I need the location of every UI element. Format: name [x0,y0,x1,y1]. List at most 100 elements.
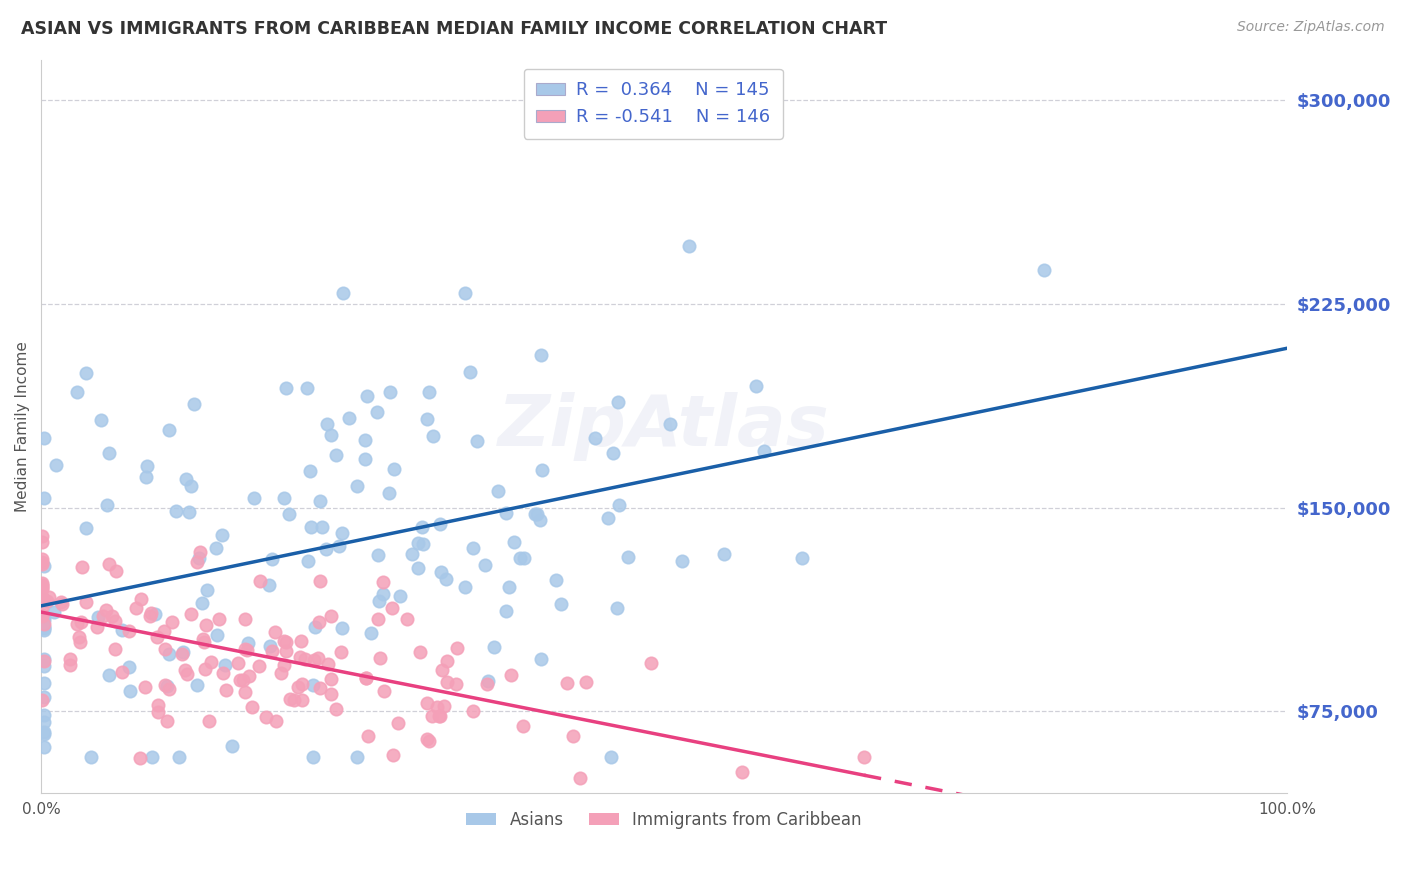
Point [353,433,375,447]
Point [75,521,97,535]
Point [32,621,55,635]
Point [529,348,551,362]
Point [157,647,180,661]
Point [283,692,305,706]
Point [315,417,337,431]
Point [406,536,429,550]
Point [307,651,329,665]
Point [75,366,97,380]
Text: Source: ZipAtlas.com: Source: ZipAtlas.com [1237,20,1385,34]
Point [157,681,180,696]
Point [600,750,623,764]
Point [194,662,217,676]
Point [31,557,53,571]
Point [302,750,325,764]
Point [278,508,301,522]
Point [233,611,256,625]
Point [332,286,354,301]
Point [378,485,401,500]
Point [221,739,243,753]
Point [146,630,169,644]
Point [51,597,73,611]
Point [212,665,235,680]
Point [186,678,208,692]
Point [512,550,534,565]
Point [291,693,314,707]
Point [330,621,353,635]
Point [249,574,271,589]
Point [325,702,347,716]
Point [550,597,572,611]
Point [32,613,55,627]
Point [125,600,148,615]
Point [671,554,693,568]
Point [32,616,55,631]
Point [177,506,200,520]
Point [42,605,65,619]
Point [146,698,169,712]
Point [446,640,468,655]
Point [477,673,499,688]
Point [415,731,437,746]
Point [418,385,440,400]
Point [157,423,180,437]
Point [183,397,205,411]
Point [429,709,451,723]
Point [356,671,378,685]
Point [31,535,53,549]
Point [530,652,553,666]
Point [790,550,813,565]
Point [301,678,323,692]
Point [155,678,177,692]
Point [461,704,484,718]
Point [69,635,91,649]
Point [37,594,59,608]
Point [290,634,312,648]
Point [575,675,598,690]
Point [75,595,97,609]
Point [321,687,343,701]
Point [32,675,55,690]
Point [152,624,174,638]
Point [32,610,55,624]
Point [242,491,264,506]
Point [498,580,520,594]
Point [32,707,55,722]
Point [105,564,128,578]
Point [388,590,411,604]
Point [176,667,198,681]
Point [31,608,53,623]
Point [568,771,591,785]
Point [274,635,297,649]
Point [104,615,127,629]
Point [382,748,405,763]
Point [31,578,53,592]
Point [429,516,451,531]
Point [31,528,53,542]
Point [259,578,281,592]
Point [339,411,361,425]
Point [273,658,295,673]
Point [330,526,353,541]
Point [214,658,236,673]
Point [304,620,326,634]
Point [86,620,108,634]
Point [354,671,377,685]
Point [134,680,156,694]
Point [316,657,339,672]
Point [96,498,118,512]
Point [238,668,260,682]
Point [373,683,395,698]
Point [32,652,55,666]
Point [80,750,103,764]
Point [357,729,380,743]
Point [70,615,93,630]
Point [260,552,283,566]
Point [172,645,194,659]
Point [360,626,382,640]
Point [129,751,152,765]
Point [325,448,347,462]
Point [98,446,121,460]
Point [101,609,124,624]
Point [503,535,526,549]
